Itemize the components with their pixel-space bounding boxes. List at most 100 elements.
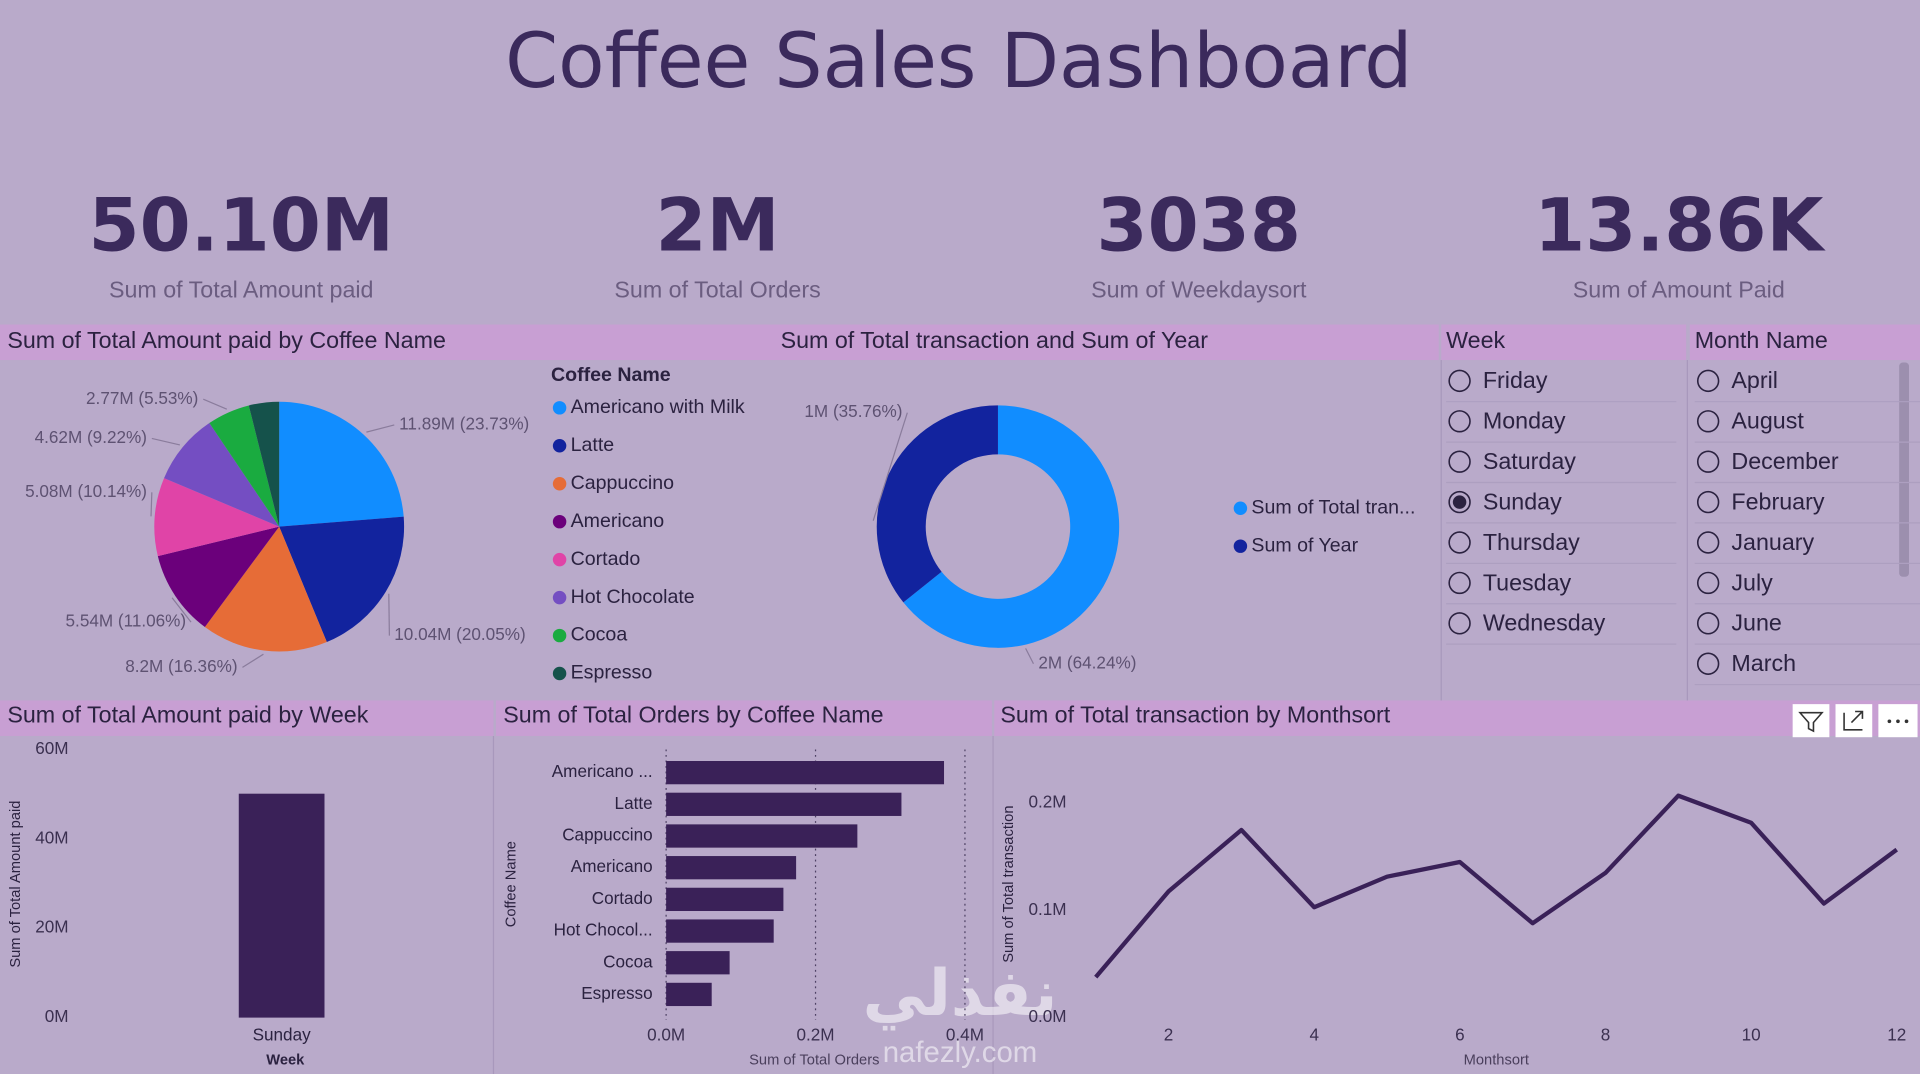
data-label: 1M (35.76%) bbox=[804, 401, 902, 421]
legend-swatch bbox=[552, 666, 567, 681]
x-tick-label: 0.0M bbox=[647, 1025, 685, 1045]
radio-button[interactable] bbox=[1696, 612, 1720, 635]
radio-button[interactable] bbox=[1696, 369, 1720, 393]
y-tick-label: Cocoa bbox=[603, 951, 653, 971]
x-tick-label: 2 bbox=[1164, 1025, 1174, 1045]
pie-slice bbox=[248, 401, 280, 527]
legend-label[interactable]: Americano bbox=[571, 510, 665, 532]
radio-button[interactable] bbox=[1696, 450, 1720, 473]
kpi-value: 13.86K bbox=[1534, 183, 1826, 268]
radio-button[interactable] bbox=[1696, 490, 1720, 514]
slicer-item[interactable]: August bbox=[1731, 408, 1804, 434]
y-tick-label: 0.2M bbox=[1028, 792, 1066, 812]
legend-label[interactable]: Sum of Total tran... bbox=[1251, 496, 1415, 518]
leader-line bbox=[242, 653, 264, 668]
legend-label[interactable]: Cocoa bbox=[571, 624, 628, 646]
legend-label[interactable]: Cortado bbox=[571, 548, 641, 570]
line-series bbox=[1094, 793, 1899, 979]
radio-button[interactable] bbox=[1448, 410, 1471, 433]
pie-slice bbox=[157, 526, 280, 627]
leader-line bbox=[203, 398, 228, 410]
filter-button[interactable] bbox=[1792, 704, 1830, 738]
slicer-item[interactable]: Saturday bbox=[1483, 448, 1576, 474]
radio-button[interactable] bbox=[1696, 531, 1720, 554]
y-tick-label: Espresso bbox=[581, 983, 652, 1003]
legend-swatch bbox=[1233, 539, 1248, 553]
slicer-title: Month Name bbox=[1695, 327, 1828, 353]
y-axis-title: Sum of Total Amount paid bbox=[8, 801, 24, 968]
slicer-item[interactable]: April bbox=[1731, 367, 1778, 393]
radio-button[interactable] bbox=[1448, 490, 1471, 514]
slicer-item[interactable]: July bbox=[1731, 569, 1773, 595]
slicer-item[interactable]: Tuesday bbox=[1483, 569, 1572, 595]
data-label: 5.08M (10.14%) bbox=[25, 481, 147, 501]
radio-button[interactable] bbox=[1448, 612, 1471, 635]
y-tick-label: Americano ... bbox=[552, 761, 653, 781]
header-band bbox=[1689, 324, 1920, 361]
legend-label[interactable]: Latte bbox=[571, 434, 615, 456]
pie-slice bbox=[154, 478, 280, 557]
legend-swatch bbox=[552, 514, 567, 529]
bar bbox=[666, 792, 902, 816]
chart-title: Sum of Total transaction by Monthsort bbox=[1000, 702, 1390, 728]
legend-label[interactable]: Espresso bbox=[571, 662, 653, 684]
x-tick-label: 8 bbox=[1601, 1025, 1611, 1045]
slicer-item[interactable]: Wednesday bbox=[1483, 610, 1606, 636]
filter-icon bbox=[1798, 711, 1824, 733]
radio-button[interactable] bbox=[1696, 571, 1720, 595]
leader-line bbox=[366, 424, 395, 433]
slicer-item[interactable]: June bbox=[1731, 610, 1781, 636]
bar bbox=[666, 951, 730, 975]
radio-selected bbox=[1452, 495, 1467, 509]
focus-icon bbox=[1843, 710, 1864, 731]
x-tick-label: 4 bbox=[1309, 1025, 1319, 1045]
radio-button[interactable] bbox=[1696, 652, 1720, 675]
legend-label[interactable]: Cappuccino bbox=[571, 472, 675, 494]
y-tick-label: Latte bbox=[615, 793, 653, 813]
slicer-title: Week bbox=[1446, 327, 1505, 353]
leader-line bbox=[388, 593, 390, 636]
radio-button[interactable] bbox=[1448, 369, 1471, 393]
data-label: 2M (64.24%) bbox=[1038, 652, 1136, 672]
radio-button[interactable] bbox=[1448, 450, 1471, 473]
kpi-label: Sum of Total Orders bbox=[614, 277, 820, 303]
slicer-item[interactable]: December bbox=[1731, 448, 1839, 474]
radio-button[interactable] bbox=[1448, 531, 1471, 554]
slicer-item[interactable]: March bbox=[1731, 650, 1796, 676]
y-tick-label: 60M bbox=[35, 738, 68, 758]
radio-button[interactable] bbox=[1448, 571, 1471, 595]
donut-segment bbox=[876, 405, 998, 603]
bar bbox=[666, 887, 784, 912]
legend-title: Coffee Name bbox=[551, 364, 671, 386]
slicer-item[interactable]: January bbox=[1731, 529, 1814, 555]
legend-swatch bbox=[552, 477, 567, 491]
slicer-item[interactable]: Sunday bbox=[1483, 488, 1562, 514]
y-tick-label: Hot Chocol... bbox=[554, 920, 653, 940]
watermark: nafezly.com bbox=[883, 1036, 1038, 1069]
leader-line bbox=[1025, 648, 1035, 665]
legend-label[interactable]: Sum of Year bbox=[1251, 534, 1358, 556]
y-tick-label: Cappuccino bbox=[562, 825, 652, 845]
pie-slice bbox=[209, 405, 280, 527]
donut-segment bbox=[903, 405, 1120, 648]
x-axis-title: Week bbox=[266, 1052, 305, 1068]
header-band bbox=[1441, 324, 1687, 361]
slicer-item[interactable]: Thursday bbox=[1483, 529, 1580, 555]
pie-slice bbox=[279, 516, 405, 643]
slicer-item[interactable]: Monday bbox=[1483, 408, 1566, 434]
kpi-label: Sum of Total Amount paid bbox=[109, 277, 374, 303]
kpi-value: 50.10M bbox=[89, 183, 394, 268]
legend-label[interactable]: Hot Chocolate bbox=[571, 586, 695, 608]
x-tick-label: 0.4M bbox=[946, 1025, 984, 1045]
slicer-item[interactable]: Friday bbox=[1483, 367, 1548, 393]
x-tick-label: Sunday bbox=[253, 1025, 312, 1045]
x-tick-label: 6 bbox=[1455, 1025, 1465, 1045]
legend-label[interactable]: Americano with Milk bbox=[571, 396, 745, 418]
scrollbar[interactable] bbox=[1899, 362, 1909, 577]
slicer-item[interactable]: February bbox=[1731, 488, 1824, 514]
y-axis-title: Coffee Name bbox=[504, 841, 520, 927]
data-label: 11.89M (23.73%) bbox=[399, 413, 529, 433]
y-tick-label: 40M bbox=[35, 827, 68, 847]
radio-button[interactable] bbox=[1696, 410, 1720, 433]
